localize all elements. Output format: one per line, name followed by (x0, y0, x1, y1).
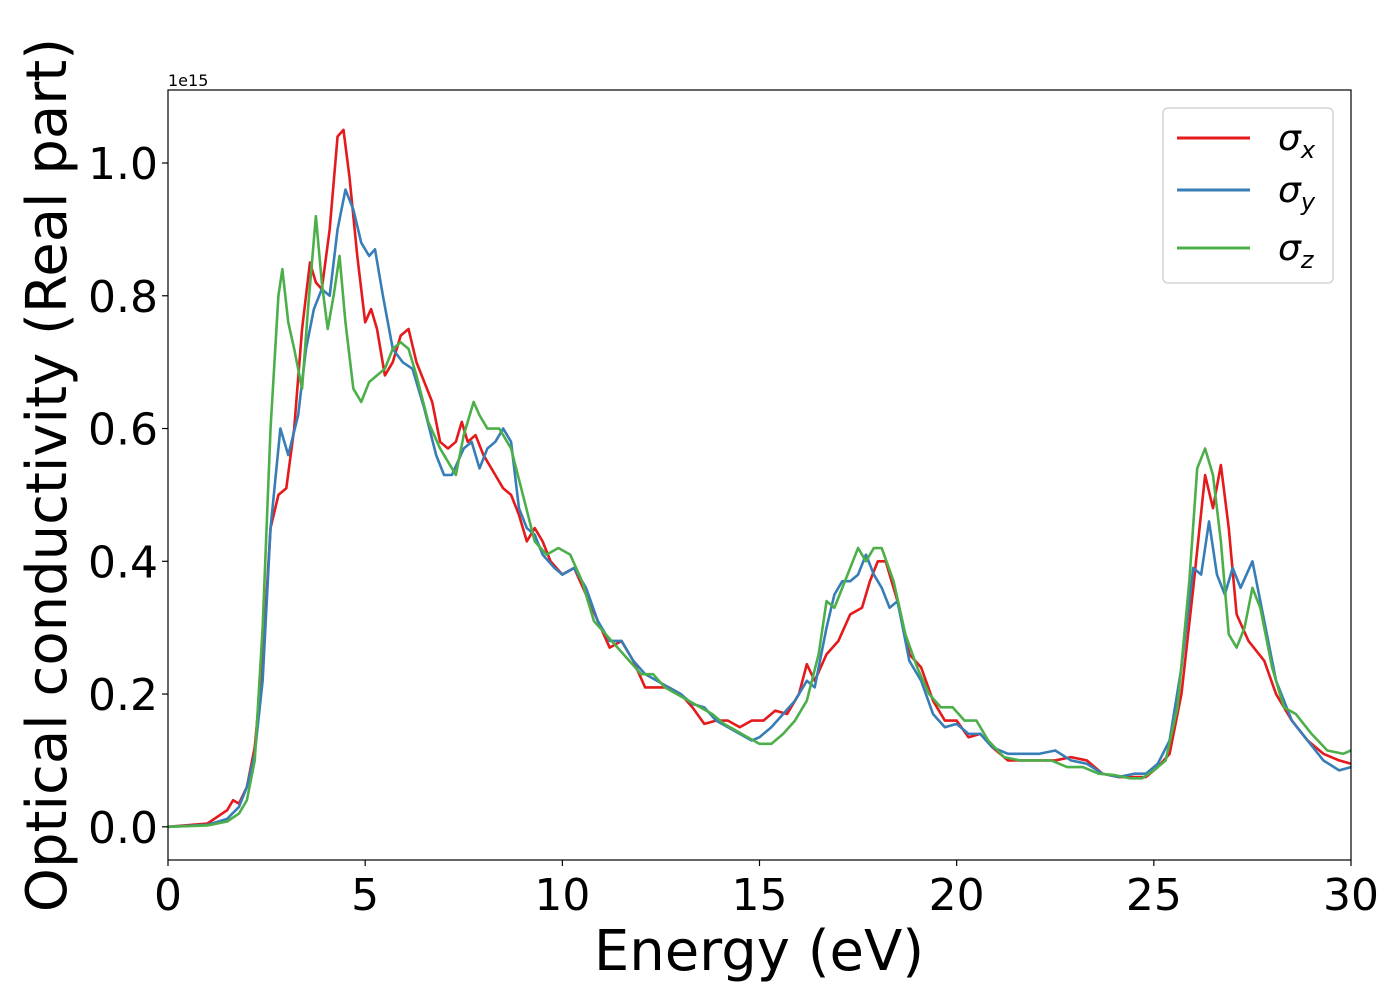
legend-entry-sigma-y: σy (1177, 170, 1316, 216)
y-tick-label: 0.4 (88, 537, 158, 588)
x-axis-ticks: 0 5 10 15 20 25 30 (154, 860, 1379, 921)
legend: σx σy σz (1162, 107, 1334, 284)
legend-entry-sigma-x: σx (1177, 118, 1316, 164)
x-tick-label: 15 (732, 870, 788, 921)
x-tick-label: 20 (929, 870, 985, 921)
legend-label-sigma-z: σz (1278, 228, 1315, 274)
x-tick-label: 10 (534, 870, 590, 921)
x-tick-label: 25 (1126, 870, 1182, 921)
legend-box (1162, 107, 1334, 284)
y-tick-label: 0.0 (88, 803, 158, 854)
x-tick-label: 0 (154, 870, 182, 921)
y-tick-label: 1.0 (88, 139, 158, 190)
y-tick-label: 0.8 (88, 272, 158, 323)
x-tick-label: 5 (351, 870, 379, 921)
y-axis-ticks: 0.0 0.2 0.4 0.6 0.8 1.0 (88, 139, 168, 854)
x-axis-label: Energy (eV) (594, 919, 924, 984)
y-axis-label: Optical conductivity (Real part) (15, 38, 80, 912)
legend-entry-sigma-z: σz (1177, 228, 1315, 274)
y-scale-multiplier: 1e15 (168, 71, 208, 90)
series-line-sigma-z (167, 214, 1352, 829)
legend-label-sigma-x: σx (1278, 118, 1316, 164)
series-layer (167, 128, 1352, 829)
legend-label-sigma-y: σy (1278, 170, 1316, 216)
x-tick-label: 30 (1323, 870, 1379, 921)
y-tick-label: 0.2 (88, 670, 158, 721)
y-tick-label: 0.6 (88, 405, 158, 456)
